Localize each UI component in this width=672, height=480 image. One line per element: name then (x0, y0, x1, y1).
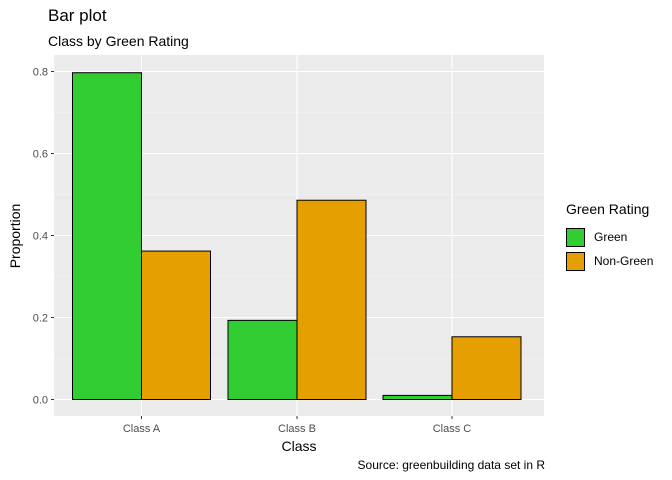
legend-label-non-green: Non-Green (594, 254, 654, 268)
y-axis-title: Proportion (7, 204, 23, 269)
x-tick-label: Class B (278, 423, 316, 435)
legend-title: Green Rating (566, 201, 650, 217)
chart-title: Bar plot (48, 6, 107, 25)
bars-group (72, 72, 522, 400)
bar-non-green-class-c (451, 336, 522, 400)
x-tick-label: Class A (123, 423, 161, 435)
chart-caption: Source: greenbuilding data set in R (357, 458, 545, 472)
chart-subtitle: Class by Green Rating (48, 33, 189, 49)
legend-key-non-green (566, 251, 585, 271)
legend-item-green: Green (566, 225, 653, 249)
legend-label-green: Green (594, 230, 628, 244)
bar-non-green-class-a (141, 250, 211, 400)
x-axis: Class A Class B Class C (123, 416, 471, 435)
legend-item-non-green: Non-Green (566, 249, 653, 273)
y-tick-label: 0.4 (33, 231, 48, 243)
x-tick-label: Class C (433, 423, 472, 435)
bar-non-green-class-b (296, 199, 367, 400)
y-tick-label: 0.8 (33, 67, 48, 79)
bar-green-class-a (72, 72, 142, 400)
y-tick-label: 0.6 (33, 149, 48, 161)
bar-green-class-c (382, 394, 453, 400)
y-tick-label: 0.2 (33, 313, 48, 325)
legend-key-green (566, 227, 585, 247)
x-axis-title: Class (281, 438, 316, 454)
y-tick-label: 0.0 (33, 395, 48, 407)
y-axis: 0.0 0.2 0.4 0.6 0.8 (33, 67, 54, 407)
bar-green-class-b (227, 319, 298, 400)
legend: Green Rating Green Non-Green (566, 201, 653, 273)
